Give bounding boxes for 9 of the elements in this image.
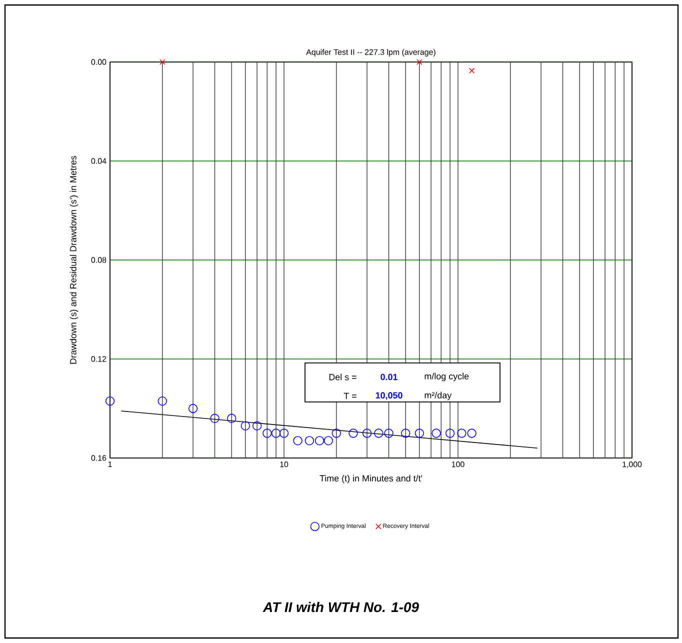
annotation: 10,050 [376, 392, 402, 400]
annotation: m²/day [424, 392, 452, 400]
x-axis-title: Time (t) in Minutes and t/t' [320, 474, 422, 484]
text: AT II with WTH No. 1-09 [262, 602, 419, 612]
annotation: Del s = [329, 374, 356, 380]
annotation: m/log cycle [424, 372, 469, 382]
annotation: 0.01 [380, 374, 398, 380]
y-axis-title: Drawdown (s) and Residual Drawdown (s') in Metres [70, 156, 78, 364]
annotation: T = [344, 392, 356, 400]
